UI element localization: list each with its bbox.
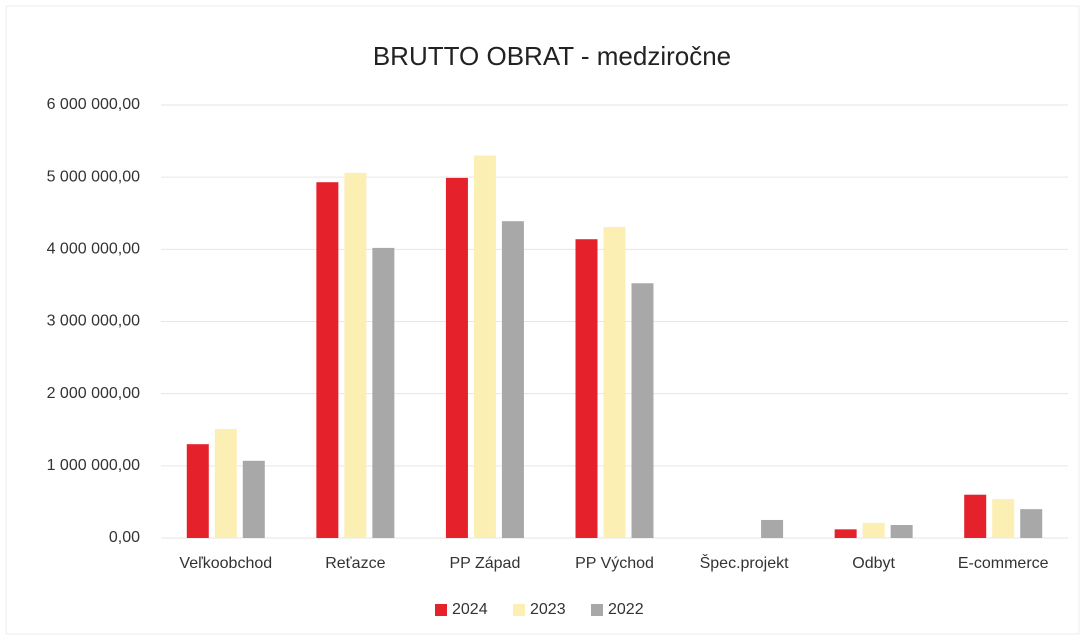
bar xyxy=(603,226,626,538)
bar xyxy=(242,460,265,538)
legend-label: 2023 xyxy=(530,601,566,618)
y-tick-label: 1 000 000,00 xyxy=(47,457,141,474)
x-tick-label: Odbyt xyxy=(852,555,895,572)
y-tick-label: 5 000 000,00 xyxy=(47,168,141,185)
legend-swatch xyxy=(513,604,525,616)
chart-title: BRUTTO OBRAT - medziročne xyxy=(373,41,731,71)
x-tick-label: Reťazce xyxy=(325,555,385,572)
bar xyxy=(344,172,367,538)
bar xyxy=(186,444,209,538)
legend-label: 2024 xyxy=(452,601,488,618)
bar xyxy=(1020,509,1043,538)
bar xyxy=(631,283,654,538)
y-tick-label: 4 000 000,00 xyxy=(47,241,141,258)
bar xyxy=(964,494,987,538)
bar xyxy=(761,519,784,538)
legend-swatch xyxy=(591,604,603,616)
y-tick-label: 6 000 000,00 xyxy=(47,96,141,113)
bar xyxy=(890,525,913,538)
bar xyxy=(372,247,395,538)
x-tick-label: PP Západ xyxy=(449,555,520,572)
bar xyxy=(575,239,598,539)
bar xyxy=(473,155,496,538)
bar xyxy=(992,499,1015,538)
chart-frame xyxy=(5,5,1080,635)
y-tick-label: 2 000 000,00 xyxy=(47,385,141,402)
bar xyxy=(834,529,857,538)
bar xyxy=(316,182,339,539)
legend-swatch xyxy=(435,604,447,616)
bar xyxy=(501,221,524,538)
x-tick-label: PP Východ xyxy=(575,555,654,572)
bar xyxy=(214,429,237,538)
legend-label: 2022 xyxy=(608,601,644,618)
x-tick-label: E-commerce xyxy=(958,555,1049,572)
y-tick-label: 3 000 000,00 xyxy=(47,313,141,330)
bar xyxy=(862,522,885,538)
bar xyxy=(445,177,468,538)
x-tick-label: Špec.projekt xyxy=(700,553,789,572)
x-tick-label: Veľkoobchod xyxy=(179,555,272,572)
y-tick-label: 0,00 xyxy=(109,529,140,546)
